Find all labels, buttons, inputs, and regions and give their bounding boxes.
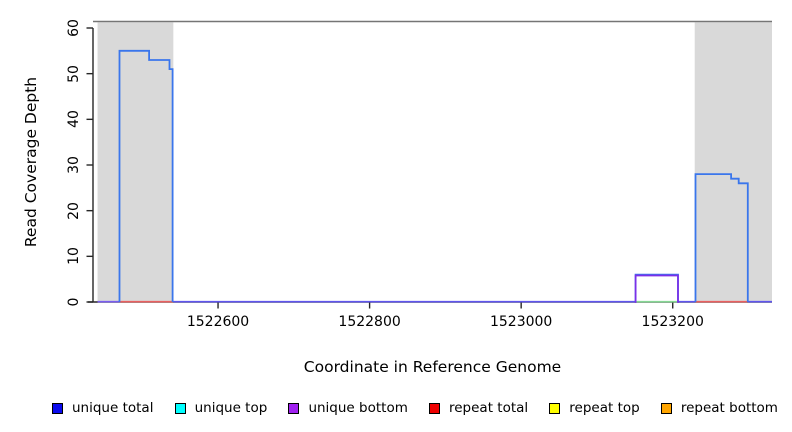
x-axis-title: Coordinate in Reference Genome (303, 358, 562, 376)
coverage-line-unique-bottom (634, 274, 679, 303)
legend-swatch-repeat-total (428, 402, 440, 414)
highlight-region (694, 22, 772, 303)
coverage-line-unique-total (694, 173, 749, 302)
y-axis-title: Read Coverage Depth (22, 76, 40, 248)
x-tick-label: 1522800 (338, 314, 401, 330)
highlight-region (97, 22, 174, 303)
legend-item-repeat-total: repeat total (428, 400, 529, 416)
y-tick-label: 30 (66, 156, 82, 174)
legend-swatch-unique-total (52, 402, 63, 414)
legend-swatch-repeat-bottom (660, 402, 672, 414)
legend-item-unique-total: unique total (52, 400, 153, 416)
y-tick-label: 40 (66, 110, 82, 129)
coverage-line-unique-total (634, 273, 679, 302)
legend-item-repeat-bottom: repeat bottom (660, 400, 778, 416)
y-tick-label: 60 (66, 19, 82, 37)
x-tick-label: 1523000 (489, 314, 553, 330)
legend-swatch-repeat-top (549, 402, 561, 414)
legend-swatch-unique-top (174, 402, 186, 414)
legend-label: unique bottom (308, 400, 408, 416)
legend: unique total unique top unique bottom repea… (52, 397, 778, 419)
y-tick-label: 10 (66, 247, 82, 266)
legend-label: unique total (72, 400, 154, 416)
legend-item-repeat-top: repeat top (549, 400, 640, 416)
legend-item-unique-top: unique top (174, 400, 268, 416)
legend-item-unique-bottom: unique bottom (288, 400, 408, 416)
legend-label: repeat total (448, 400, 529, 416)
x-tick-label: 1523200 (641, 314, 704, 330)
legend-label: unique top (194, 400, 268, 416)
coverage-line-unique-total (118, 49, 174, 302)
y-tick-label: 20 (66, 201, 82, 220)
y-tick-label: 0 (66, 297, 82, 307)
legend-label: repeat bottom (680, 400, 778, 416)
y-tick-label: 50 (66, 64, 82, 83)
legend-label: repeat top (569, 400, 640, 416)
x-tick-label: 1522600 (186, 314, 250, 330)
legend-swatch-unique-bottom (288, 402, 300, 414)
